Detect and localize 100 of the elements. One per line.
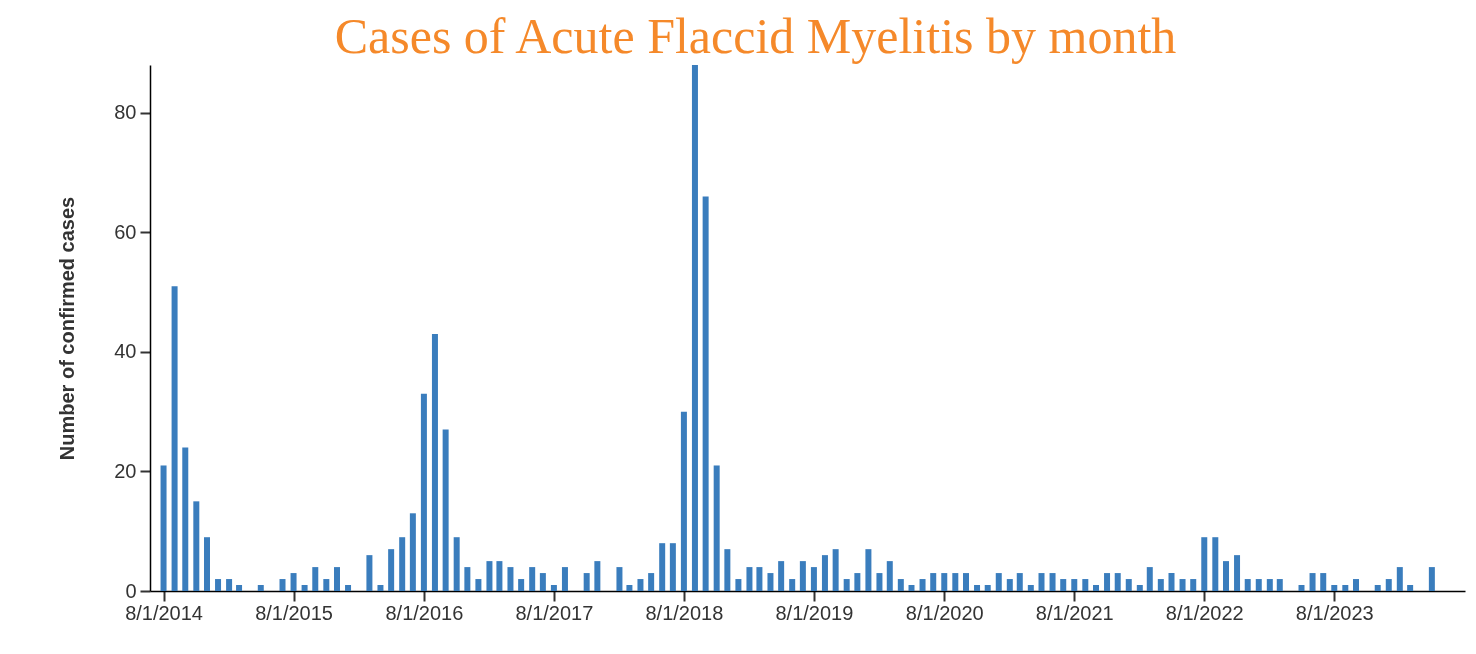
bar — [1309, 573, 1316, 591]
bar — [1244, 579, 1251, 591]
bar — [756, 567, 763, 591]
bar — [1125, 579, 1132, 591]
bar — [442, 429, 449, 591]
bar — [182, 447, 189, 591]
bar — [301, 585, 308, 591]
bar — [810, 567, 817, 591]
bar — [1212, 537, 1219, 591]
x-tick-label: 8/1/2019 — [775, 601, 854, 624]
bar — [171, 286, 178, 591]
bar — [1006, 579, 1013, 591]
bar — [799, 561, 806, 591]
bar — [908, 585, 915, 591]
bar — [626, 585, 633, 591]
bar — [1136, 585, 1143, 591]
bar — [1168, 573, 1175, 591]
bar — [843, 579, 850, 591]
bar — [290, 573, 297, 591]
bar — [778, 561, 785, 591]
bar — [735, 579, 742, 591]
bar — [409, 513, 416, 591]
bar — [669, 543, 676, 591]
bar — [1234, 555, 1241, 591]
y-tick-label: 60 — [114, 220, 137, 243]
y-tick-label: 40 — [114, 340, 137, 363]
bar — [1385, 579, 1392, 591]
bar — [464, 567, 471, 591]
bar — [1331, 585, 1338, 591]
bar — [1016, 573, 1023, 591]
bar — [962, 573, 969, 591]
y-tick-label: 20 — [114, 459, 137, 482]
bar — [1157, 579, 1164, 591]
bar — [204, 537, 210, 591]
x-tick-label: 8/1/2017 — [515, 601, 594, 624]
x-tick-label: 8/1/2016 — [385, 601, 464, 624]
bar — [193, 501, 200, 591]
bar — [1428, 567, 1435, 591]
bar — [886, 561, 893, 591]
bar — [1027, 585, 1034, 591]
bar — [789, 579, 796, 591]
bar — [1396, 567, 1403, 591]
bar — [1190, 579, 1197, 591]
bar — [821, 555, 828, 591]
bar — [377, 585, 384, 591]
bar — [1179, 579, 1186, 591]
bar — [1114, 573, 1121, 591]
bar — [312, 567, 319, 591]
bar — [919, 579, 926, 591]
bar — [507, 567, 514, 591]
bar — [659, 543, 666, 591]
bar — [648, 573, 655, 591]
bar — [865, 549, 872, 591]
bar — [215, 579, 222, 591]
bar — [897, 579, 904, 591]
bar — [832, 549, 839, 591]
x-tick-label: 8/1/2022 — [1165, 601, 1244, 624]
bar — [702, 196, 709, 591]
bar — [496, 561, 503, 591]
bar — [691, 65, 698, 591]
bar — [160, 465, 167, 591]
bar — [1223, 561, 1229, 591]
bar — [1255, 579, 1262, 591]
bar — [431, 333, 438, 591]
bar — [518, 579, 525, 591]
bar — [1049, 573, 1056, 591]
bar — [453, 537, 460, 591]
bar — [746, 567, 753, 591]
bar — [279, 579, 286, 591]
bar — [1320, 573, 1327, 591]
bar — [930, 573, 937, 591]
bar — [1407, 585, 1414, 591]
bar — [1266, 579, 1273, 591]
bar — [616, 567, 623, 591]
bar — [1201, 537, 1208, 591]
bar — [1071, 579, 1078, 591]
bar — [550, 585, 557, 591]
bar — [974, 585, 981, 591]
bar — [854, 573, 861, 591]
bar — [420, 393, 427, 591]
bar — [952, 573, 959, 591]
x-tick-label: 8/1/2014 — [125, 601, 203, 624]
bar — [226, 579, 233, 591]
y-tick-label: 0 — [125, 579, 137, 602]
bar — [561, 567, 568, 591]
bar — [941, 573, 948, 591]
bar — [1298, 585, 1305, 591]
bar — [876, 573, 883, 591]
bar — [1342, 585, 1349, 591]
bar — [539, 573, 546, 591]
x-tick-label: 8/1/2018 — [645, 601, 724, 624]
chart-title: Cases of Acute Flaccid Myelitis by month — [334, 8, 1177, 64]
bar — [1060, 579, 1067, 591]
bar — [366, 555, 373, 591]
bar — [583, 573, 590, 591]
bar — [1146, 567, 1153, 591]
bar — [257, 585, 264, 591]
bar — [486, 561, 493, 591]
bar — [399, 537, 406, 591]
bar — [995, 573, 1002, 591]
